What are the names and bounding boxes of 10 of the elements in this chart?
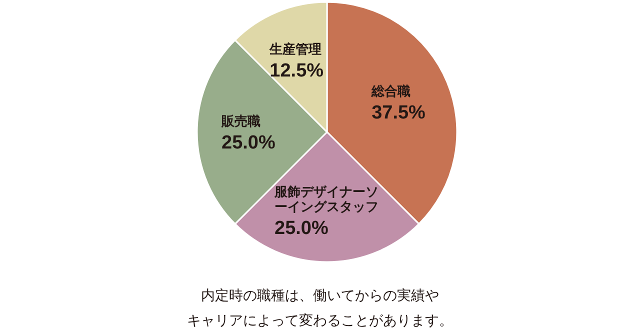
- data-label: 25.0%: [222, 132, 276, 154]
- text: キャリアによって変わることがあります。: [187, 312, 453, 328]
- data-label: 37.5%: [372, 102, 426, 124]
- slice-label: 販売職: [220, 114, 261, 128]
- slice-label: 服飾デザイナーソーイングスタッフ: [274, 184, 378, 214]
- data-label: 25.0%: [274, 218, 328, 239]
- data-label: 12.5%: [270, 60, 324, 82]
- slice-label: 総合職: [370, 84, 411, 99]
- text: 内定時の職種は、働いてからの実績や: [201, 287, 439, 303]
- slice-label: 生産管理: [268, 41, 322, 56]
